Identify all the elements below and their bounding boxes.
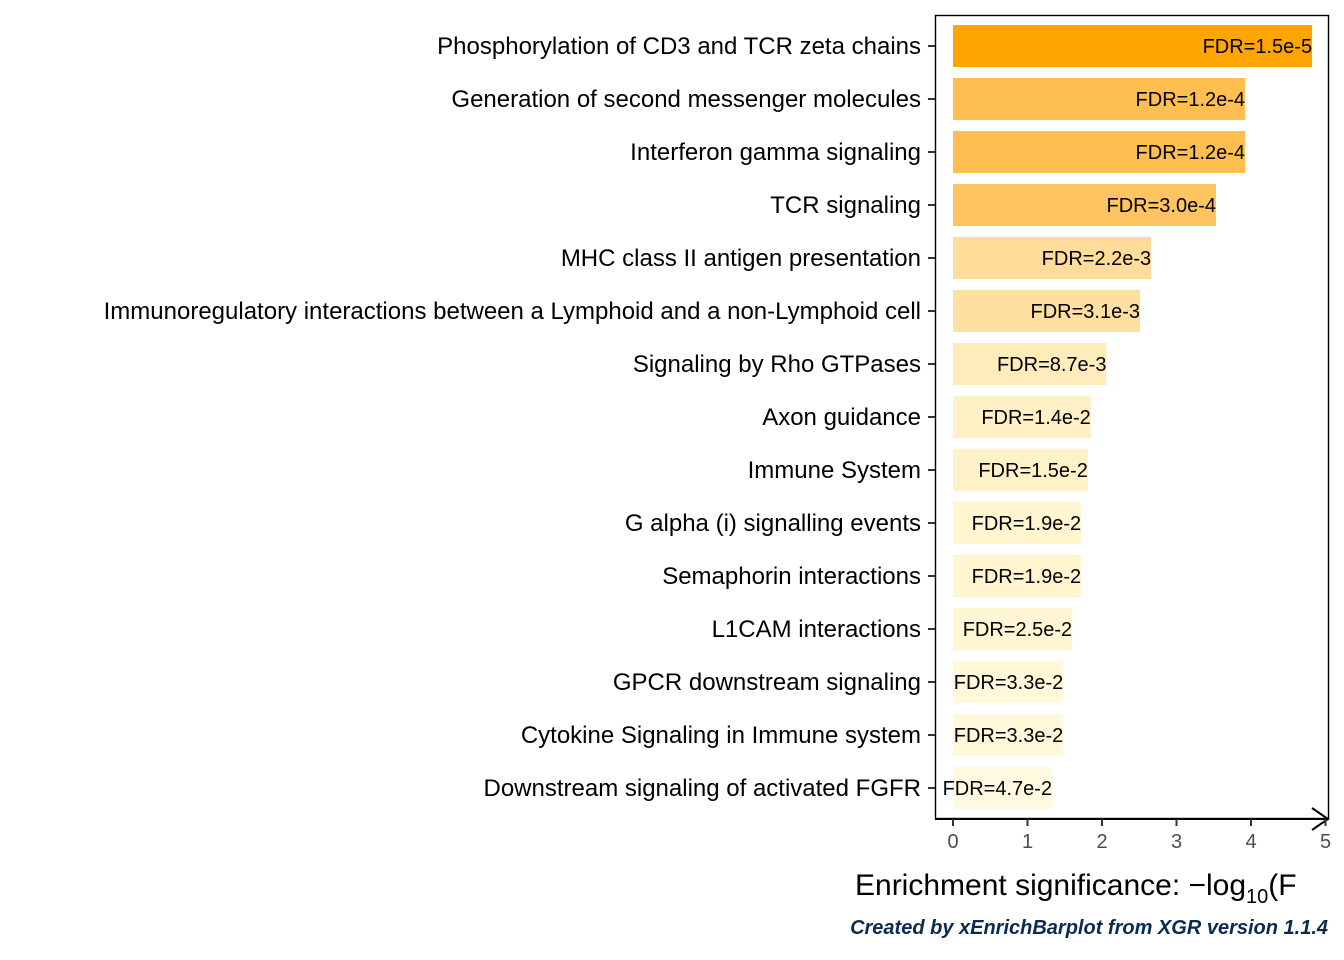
- bar-value-label: FDR=4.7e-2: [943, 778, 1053, 800]
- x-axis-title-tail: (F: [1268, 869, 1296, 902]
- x-tick-label: 1: [1022, 831, 1033, 853]
- x-tick-label: 3: [1171, 831, 1182, 853]
- bar-value-label: FDR=1.4e-2: [981, 407, 1091, 429]
- bar-value-label: FDR=1.9e-2: [972, 566, 1082, 588]
- category-label: MHC class II antigen presentation: [561, 245, 921, 272]
- category-label: Semaphorin interactions: [662, 563, 921, 590]
- bar: [953, 237, 1152, 279]
- bar: [953, 502, 1082, 544]
- x-axis-title-subscript: 10: [1246, 886, 1268, 908]
- x-axis-title: Enrichment significance: −log10(F: [855, 869, 1297, 908]
- category-label: Cytokine Signaling in Immune system: [521, 722, 921, 749]
- bar: [953, 131, 1246, 173]
- bar: [953, 25, 1313, 67]
- x-axis-title-text: Enrichment significance: −log: [855, 869, 1246, 902]
- bar-value-label: FDR=1.2e-4: [1136, 142, 1246, 164]
- category-label: Immunoregulatory interactions between a …: [104, 298, 921, 325]
- bar: [953, 396, 1091, 438]
- bar-value-label: FDR=1.5e-2: [978, 460, 1088, 482]
- bar-value-label: FDR=8.7e-3: [997, 354, 1107, 376]
- bar-value-label: FDR=3.3e-2: [954, 672, 1064, 694]
- category-label: GPCR downstream signaling: [613, 669, 921, 696]
- bar-value-label: FDR=3.1e-3: [1030, 301, 1140, 323]
- bar-value-label: FDR=3.0e-4: [1106, 195, 1216, 217]
- bar: [953, 449, 1088, 491]
- bars-layer: FDR=1.5e-5 FDR=1.2e-4 FDR=1.2e-4 FDR=3.0e-4…: [943, 25, 1313, 809]
- bar: [953, 661, 1064, 703]
- bar: [953, 555, 1082, 597]
- category-label: Signaling by Rho GTPases: [633, 351, 921, 378]
- category-label: Generation of second messenger molecules: [451, 86, 921, 113]
- bar-value-label: FDR=1.2e-4: [1136, 89, 1246, 111]
- bar: [953, 184, 1216, 226]
- x-ticks: 0 1 2 3 4 5: [947, 819, 1331, 853]
- category-label: Downstream signaling of activated FGFR: [483, 775, 921, 802]
- x-tick-label: 0: [947, 831, 958, 853]
- bar-value-label: FDR=1.5e-5: [1203, 36, 1313, 58]
- category-label: Interferon gamma signaling: [630, 139, 921, 166]
- bar: [953, 78, 1246, 120]
- y-category-labels: Phosphorylation of CD3 and TCR zeta chai…: [104, 33, 935, 802]
- category-label: Axon guidance: [762, 404, 921, 431]
- x-tick-label: 5: [1320, 831, 1331, 853]
- x-tick-label: 4: [1245, 831, 1256, 853]
- category-label: Phosphorylation of CD3 and TCR zeta chai…: [437, 33, 921, 60]
- bar: [953, 714, 1064, 756]
- x-axis-arrowhead: [1311, 807, 1330, 831]
- x-tick-label: 2: [1096, 831, 1107, 853]
- category-label: TCR signaling: [770, 192, 921, 219]
- bar: [953, 608, 1073, 650]
- bar: [953, 343, 1107, 385]
- bar-value-label: FDR=2.2e-3: [1042, 248, 1152, 270]
- category-label: L1CAM interactions: [712, 616, 921, 643]
- bar-value-label: FDR=1.9e-2: [972, 513, 1082, 535]
- bar-value-label: FDR=3.3e-2: [954, 725, 1064, 747]
- bar-value-label: FDR=2.5e-2: [963, 619, 1073, 641]
- category-label: Immune System: [748, 457, 921, 484]
- category-label: G alpha (i) signalling events: [625, 510, 921, 537]
- bar: [953, 767, 1053, 809]
- caption: Created by xEnrichBarplot from XGR versi…: [850, 917, 1328, 939]
- bar: [953, 290, 1140, 332]
